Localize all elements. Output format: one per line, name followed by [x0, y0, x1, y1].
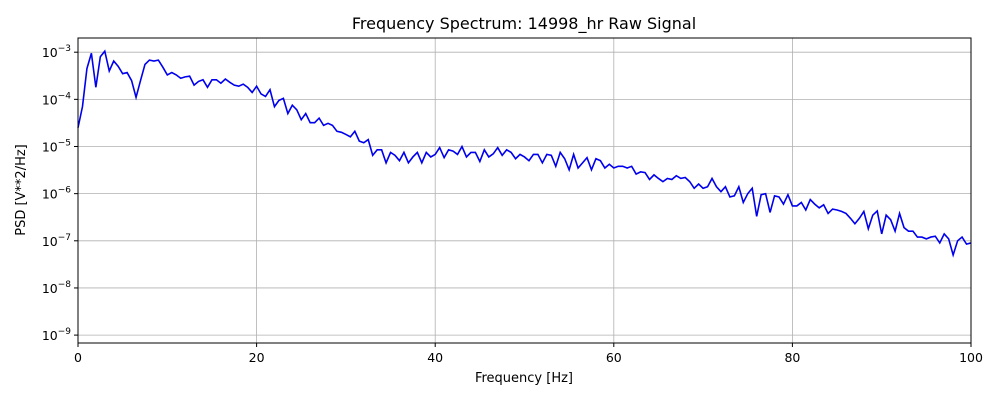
y-tick-label: 10−4: [42, 91, 71, 107]
y-tick-label: 10−7: [42, 233, 71, 249]
chart-title: Frequency Spectrum: 14998_hr Raw Signal: [352, 14, 696, 34]
y-tick-label: 10−8: [42, 280, 71, 296]
y-tick-label: 10−9: [42, 327, 71, 343]
plot-frame: [77, 37, 972, 344]
x-tick-label: 100: [959, 350, 983, 365]
x-tick-label: 60: [606, 350, 622, 365]
y-tick-label: 10−6: [42, 186, 71, 202]
x-tick-label: 80: [784, 350, 800, 365]
x-tick-label: 40: [427, 350, 443, 365]
psd-line: [77, 49, 972, 258]
y-tick-label: 10−3: [42, 44, 71, 60]
x-tick-label: 0: [74, 350, 82, 365]
y-tick-label: 10−5: [42, 138, 71, 154]
x-axis-label: Frequency [Hz]: [475, 371, 573, 386]
y-axis-label: PSD [V**2/Hz]: [14, 144, 29, 236]
x-tick-label: 20: [249, 350, 265, 365]
